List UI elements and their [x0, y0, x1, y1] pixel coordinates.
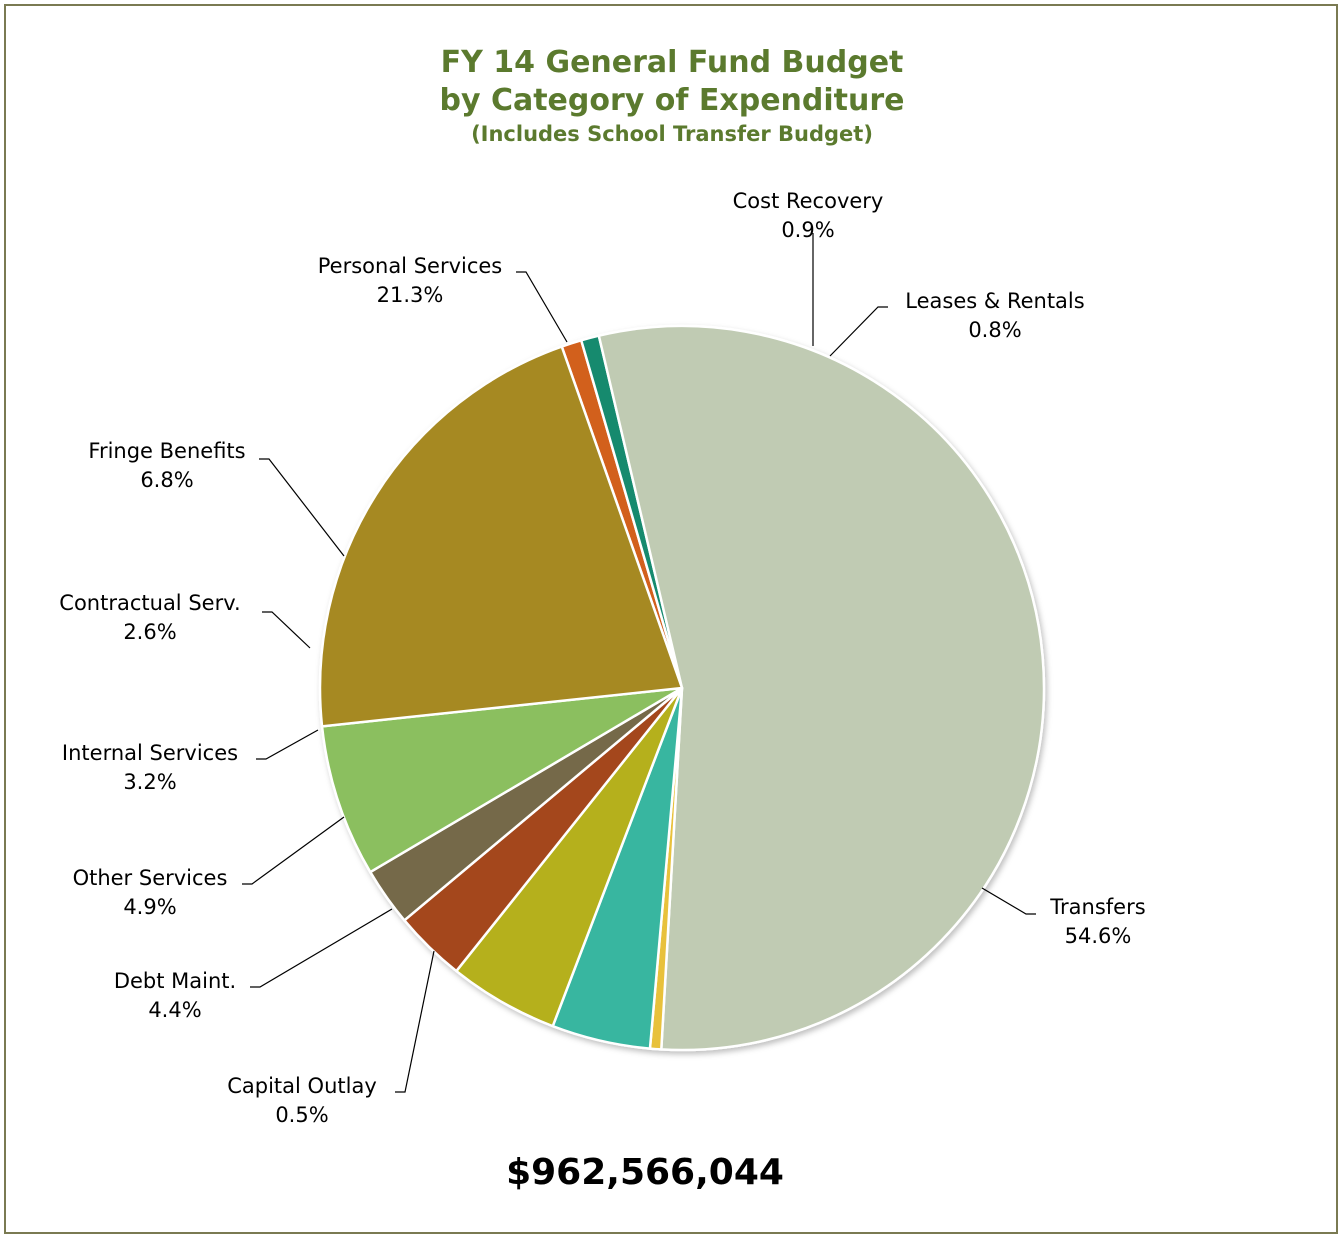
chart-subtitle: (Includes School Transfer Budget) — [471, 122, 873, 146]
chart-title: FY 14 General Fund Budget — [440, 45, 904, 80]
chart-title-block: FY 14 General Fund Budget by Category of… — [0, 44, 1344, 148]
slice-label-contractual-serv: Contractual Serv. — [59, 591, 240, 615]
slice-value-cost-recovery: 0.9% — [781, 218, 834, 242]
slice-label-transfers: Transfers — [1049, 895, 1145, 919]
slice-label-leases-rentals: Leases & Rentals — [905, 289, 1084, 313]
slice-label-personal-services: Personal Services — [318, 254, 503, 278]
leader-line-contractual-serv — [262, 611, 311, 649]
slice-value-contractual-serv: 2.6% — [123, 620, 176, 644]
pie-slice-transfers — [597, 324, 1046, 1052]
pie-slices — [318, 324, 1046, 1052]
slice-value-leases-rentals: 0.8% — [968, 318, 1021, 342]
leader-lines — [242, 233, 1036, 1093]
leader-line-other-services — [242, 816, 345, 885]
leader-line-capital-outlay — [395, 950, 435, 1093]
leader-line-debt-maint — [250, 908, 393, 988]
slice-value-personal-services: 21.3% — [377, 283, 444, 307]
leader-line-personal-services — [516, 271, 568, 343]
slice-value-capital-outlay: 0.5% — [275, 1103, 328, 1127]
slice-label-internal-services: Internal Services — [62, 741, 238, 765]
leader-line-internal-services — [256, 729, 319, 760]
slice-value-internal-services: 3.2% — [123, 770, 176, 794]
budget-total: $962,566,044 — [506, 1152, 784, 1193]
leader-line-fringe-benefits — [259, 458, 345, 557]
slice-value-other-services: 4.9% — [123, 895, 176, 919]
chart-title-line2: by Category of Expenditure — [439, 83, 905, 118]
slice-value-transfers: 54.6% — [1065, 924, 1132, 948]
slice-label-other-services: Other Services — [73, 866, 228, 890]
slice-value-fringe-benefits: 6.8% — [140, 468, 193, 492]
slice-labels: Cost Recovery 0.9% Leases & Rentals 0.8% Tra… — [59, 189, 1145, 1127]
slice-label-debt-maint: Debt Maint. — [114, 969, 236, 993]
pie-slice-personal-services — [318, 345, 684, 728]
slice-label-capital-outlay: Capital Outlay — [227, 1074, 377, 1098]
leader-line-transfers — [981, 887, 1036, 915]
leader-line-leases-rentals — [829, 306, 888, 357]
slice-label-fringe-benefits: Fringe Benefits — [88, 439, 245, 463]
slice-label-cost-recovery: Cost Recovery — [733, 189, 884, 213]
pie-slice-fringe-benefits — [320, 686, 684, 874]
slice-value-debt-maint: 4.4% — [148, 998, 201, 1022]
